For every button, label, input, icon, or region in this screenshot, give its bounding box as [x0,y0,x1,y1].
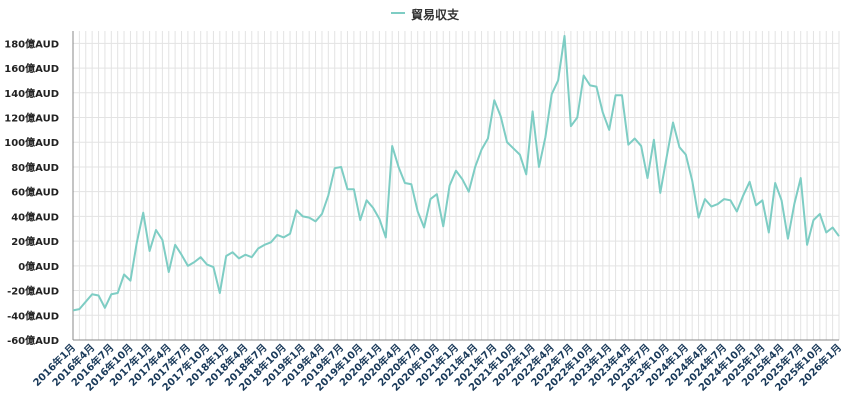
legend-swatch [390,11,405,14]
y-tick-label: -60億AUD [7,334,59,347]
legend[interactable]: 貿易収支 [0,6,850,23]
y-tick-label: 160億AUD [4,62,59,75]
y-tick-label: -40億AUD [7,309,59,322]
y-tick-label: 120億AUD [4,112,59,125]
y-tick-label: 0億AUD [18,260,59,273]
y-tick-label: 40億AUD [11,210,59,223]
y-tick-label: 140億AUD [4,87,59,100]
y-tick-label: 60億AUD [11,186,59,199]
y-tick-label: 180億AUD [4,37,59,50]
series-line-trade-balance[interactable] [72,34,840,312]
y-tick-label: 20億AUD [11,235,59,248]
y-tick-label: -20億AUD [7,285,59,298]
y-tick-label: 80億AUD [11,161,59,174]
y-tick-label: 100億AUD [4,136,59,149]
legend-label: 貿易収支 [410,8,459,22]
